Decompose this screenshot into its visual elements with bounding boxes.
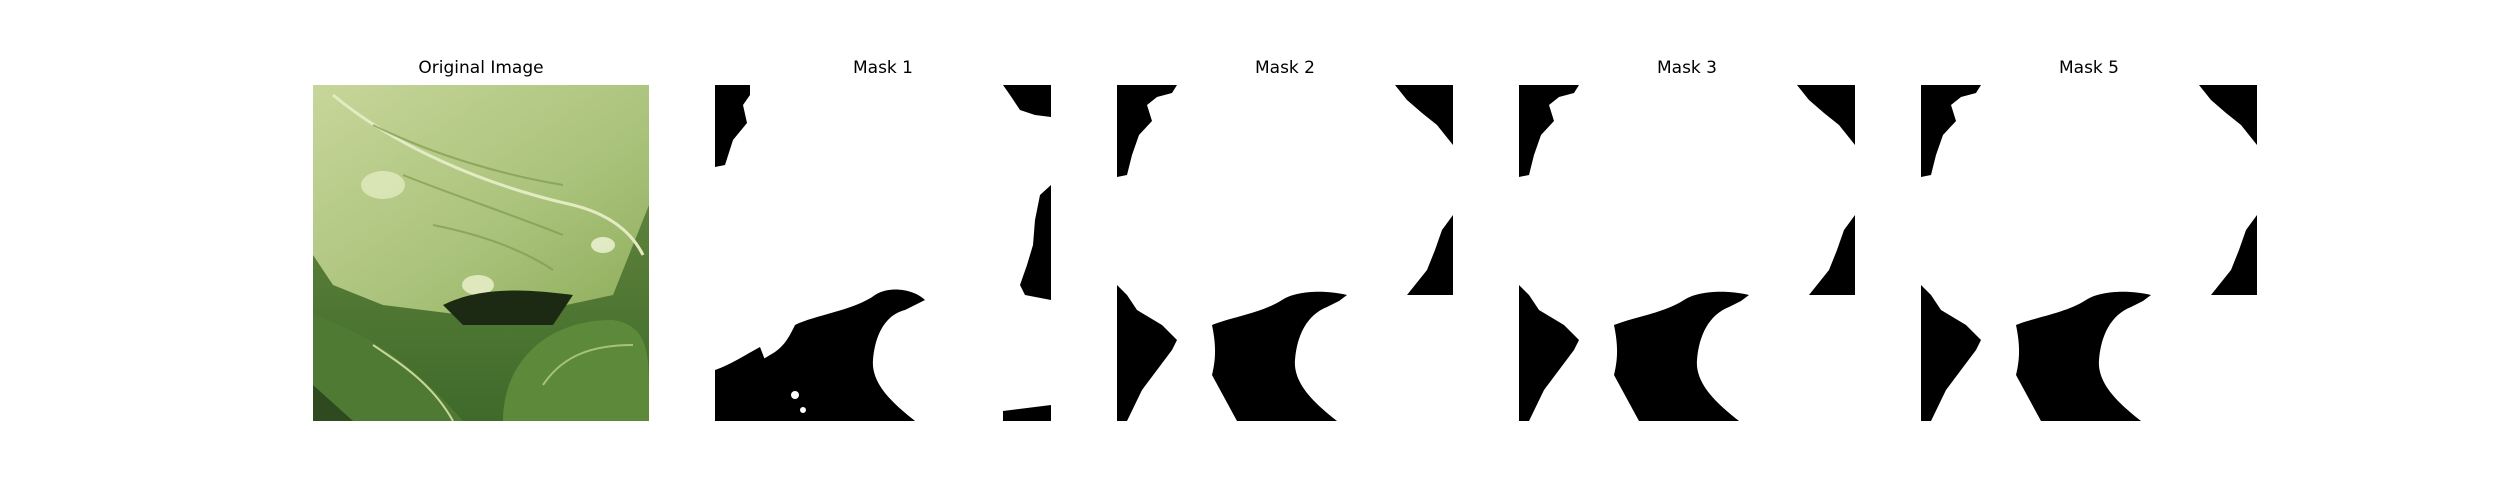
mask-1-title: Mask 1: [852, 58, 913, 78]
mask-3-title: Mask 3: [1656, 58, 1717, 78]
mask-5-image: [1921, 85, 2257, 421]
mask-5-title: Mask 5: [2058, 58, 2119, 78]
original-image-title: Original Image: [418, 58, 544, 78]
mask-2-image: [1117, 85, 1453, 421]
mask-2-title: Mask 2: [1254, 58, 1315, 78]
mask-3-image: [1519, 85, 1855, 421]
original-image: [313, 85, 649, 421]
mask-1-image: [715, 85, 1051, 421]
